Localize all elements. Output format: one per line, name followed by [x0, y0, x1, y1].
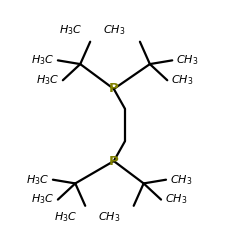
Text: $H_3C$: $H_3C$ — [60, 24, 83, 38]
Text: P: P — [109, 82, 119, 96]
Text: $CH_3$: $CH_3$ — [176, 54, 198, 67]
Text: $CH_3$: $CH_3$ — [103, 24, 125, 38]
Text: $H_3C$: $H_3C$ — [54, 210, 78, 224]
Text: P: P — [109, 154, 119, 168]
Text: $CH_3$: $CH_3$ — [98, 210, 120, 224]
Text: $H_3C$: $H_3C$ — [36, 73, 59, 87]
Text: $CH_3$: $CH_3$ — [170, 173, 192, 186]
Text: $CH_3$: $CH_3$ — [171, 73, 194, 87]
Text: $H_3C$: $H_3C$ — [26, 173, 49, 186]
Text: $H_3C$: $H_3C$ — [31, 193, 54, 206]
Text: $CH_3$: $CH_3$ — [165, 193, 187, 206]
Text: $H_3C$: $H_3C$ — [31, 54, 54, 67]
